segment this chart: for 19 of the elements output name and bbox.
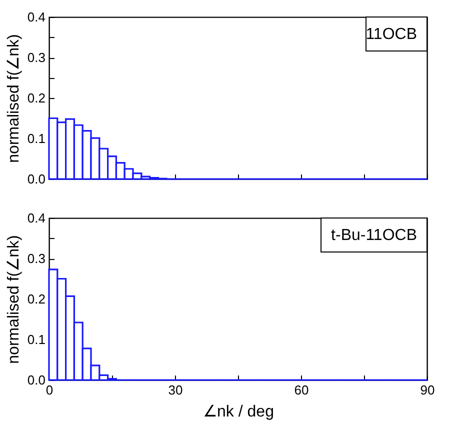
annotation: 11OCB xyxy=(366,26,417,43)
y-axis-title: normalised f(∠nk) xyxy=(5,235,22,364)
y-tick-label: 0.1 xyxy=(27,131,46,146)
x-tick-label: 60 xyxy=(294,382,309,398)
y-axis-title: normalised f(∠nk) xyxy=(5,34,22,163)
x-tick-label: 30 xyxy=(168,382,183,398)
y-tick-label: 0.3 xyxy=(27,50,46,65)
y-tick-label: 0.2 xyxy=(27,90,46,106)
y-tick-label: 0.1 xyxy=(27,332,46,347)
x-axis-title: ∠nk / deg xyxy=(203,404,274,420)
x-tick-label: 90 xyxy=(420,382,435,398)
y-tick-label: 0.4 xyxy=(27,10,46,24)
y-tick-label: 0.2 xyxy=(27,292,46,306)
y-tick-label: 0.3 xyxy=(27,251,46,266)
x-tick-label: 0 xyxy=(46,382,54,398)
y-tick-label: 0.0 xyxy=(27,172,46,186)
y-tick-label: 0.4 xyxy=(27,210,46,226)
annotation: t-Bu-11OCB xyxy=(331,227,417,244)
y-tick-label: 0.0 xyxy=(27,372,46,388)
